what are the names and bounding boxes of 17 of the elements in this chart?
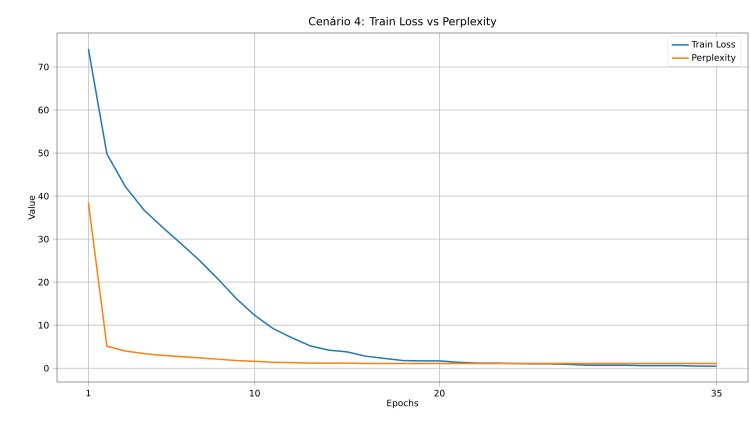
y-axis-title: Value (28, 196, 35, 220)
y-tick-label: 70 (38, 64, 49, 70)
y-tick-label: 50 (38, 150, 49, 156)
y-tick-label: 40 (38, 192, 49, 200)
legend-label: Train Loss (691, 40, 736, 48)
y-tick-label: 10 (38, 322, 49, 329)
legend-label: Perplexity (692, 54, 736, 63)
chart-title: Cenário 4: Train Loss vs Perplexity (308, 16, 496, 28)
x-tick-label: 1 (86, 390, 90, 396)
x-axis-title: Epochs (387, 399, 418, 408)
y-tick-label: 0 (44, 364, 49, 372)
x-tick-label: 10 (250, 390, 260, 397)
y-tick-label: 60 (38, 106, 49, 114)
x-tick-label: 35 (712, 390, 722, 397)
y-tick-label: 20 (38, 278, 49, 286)
x-tick-label: 20 (434, 390, 445, 397)
y-tick-label: 30 (38, 236, 49, 243)
